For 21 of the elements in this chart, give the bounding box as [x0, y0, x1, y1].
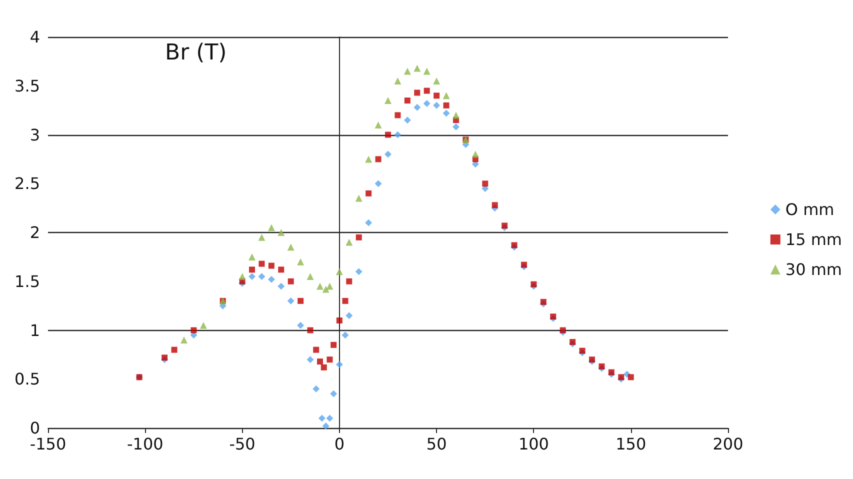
y-tick-label: 1.5 — [14, 272, 40, 291]
x-tick-label: -50 — [229, 434, 256, 454]
y-tick-label: 0.5 — [14, 370, 40, 389]
y-tick-label: 3.5 — [14, 76, 40, 96]
legend-label: 15 mm — [785, 230, 842, 249]
x-tick-label: 200 — [712, 434, 744, 454]
y-tick-label: 1 — [30, 320, 40, 340]
x-tick-label: 150 — [616, 434, 646, 454]
y-tick-label: 2 — [30, 223, 40, 242]
y-tick-label: 2.5 — [14, 174, 40, 194]
x-tick-label: 100 — [518, 434, 549, 454]
legend-label: O mm — [785, 200, 834, 219]
y-tick-label: 0 — [30, 418, 40, 438]
x-tick-label: -100 — [126, 434, 164, 454]
x-tick-label: 50 — [426, 434, 447, 454]
y-axis-title: Br (T) — [165, 40, 227, 66]
x-tick-label: 0 — [334, 434, 345, 454]
legend-label: 30 mm — [785, 260, 842, 279]
y-tick-label: 4 — [30, 28, 40, 46]
y-tick-label: 3 — [30, 125, 40, 144]
x-tick-label: -150 — [30, 434, 66, 454]
